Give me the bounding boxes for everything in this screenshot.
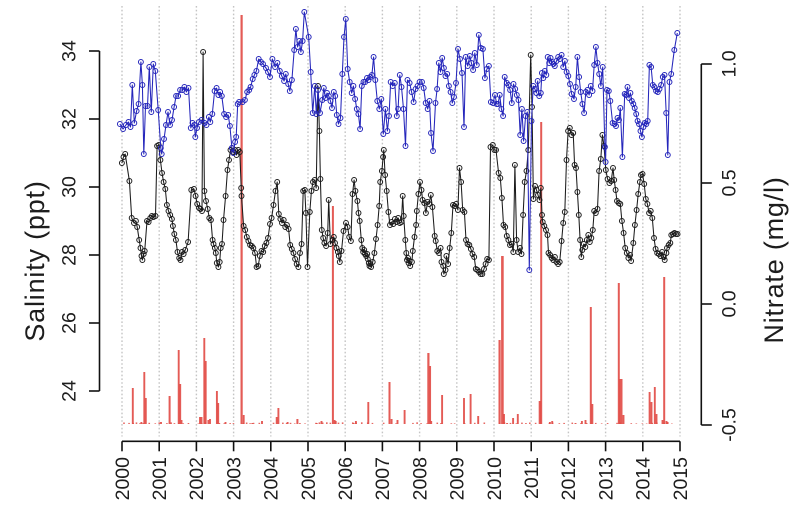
svg-text:1.0: 1.0 (719, 50, 741, 77)
svg-text:0.5: 0.5 (719, 169, 741, 196)
svg-text:2009: 2009 (447, 457, 469, 500)
svg-text:28: 28 (59, 244, 81, 266)
svg-text:34: 34 (59, 40, 81, 62)
svg-text:Nitrate (mg/l): Nitrate (mg/l) (759, 176, 789, 343)
svg-text:2011: 2011 (521, 457, 543, 499)
svg-text:Salinity (ppt): Salinity (ppt) (20, 180, 50, 341)
svg-text:2005: 2005 (298, 457, 320, 501)
svg-text:2010: 2010 (484, 457, 506, 501)
svg-text:2002: 2002 (186, 457, 208, 500)
svg-text:2001: 2001 (149, 457, 171, 500)
svg-text:32: 32 (59, 108, 81, 130)
svg-text:2015: 2015 (670, 457, 692, 501)
svg-text:2008: 2008 (409, 457, 431, 500)
svg-text:24: 24 (59, 380, 81, 402)
svg-text:2004: 2004 (261, 457, 283, 501)
svg-text:2006: 2006 (335, 457, 357, 500)
svg-text:2007: 2007 (372, 457, 394, 500)
svg-text:30: 30 (59, 176, 81, 198)
svg-text:2000: 2000 (112, 457, 134, 501)
svg-text:2014: 2014 (633, 457, 655, 501)
svg-text:0.0: 0.0 (719, 290, 741, 317)
svg-text:2013: 2013 (595, 457, 617, 500)
svg-text:2003: 2003 (223, 457, 245, 500)
svg-text:-0.5: -0.5 (719, 408, 741, 442)
svg-text:2012: 2012 (558, 457, 580, 500)
svg-text:26: 26 (59, 312, 81, 334)
